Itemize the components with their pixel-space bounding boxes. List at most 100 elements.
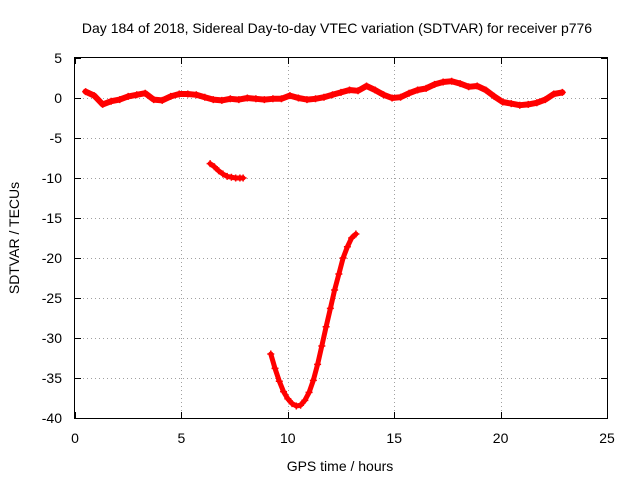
data-point: [90, 92, 98, 100]
data-point: [201, 93, 209, 101]
data-point: [482, 86, 490, 94]
data-point: [348, 234, 356, 242]
data-point: [380, 91, 388, 99]
data-point: [346, 86, 354, 94]
data-point: [305, 388, 313, 396]
y-tick-label: 5: [54, 50, 62, 66]
y-tick-label: -40: [42, 410, 62, 426]
data-point: [284, 395, 292, 403]
data-point: [516, 101, 524, 109]
data-point: [107, 97, 115, 105]
data-point: [363, 82, 371, 90]
data-point: [292, 402, 300, 410]
data-point: [286, 92, 294, 100]
data-point: [141, 89, 149, 97]
data-point: [335, 270, 343, 278]
data-point: [269, 95, 277, 103]
data-point: [218, 96, 226, 104]
data-point: [465, 83, 473, 91]
data-point: [397, 93, 405, 101]
data-point: [318, 342, 326, 350]
data-point: [288, 400, 296, 408]
series-trace: [82, 78, 566, 109]
x-tick-labels: 0 5 10 15 20 25: [71, 430, 615, 446]
data-point: [294, 94, 302, 102]
data-point: [533, 99, 541, 107]
y-tick-label: -10: [42, 170, 62, 186]
data-point: [328, 91, 336, 99]
data-point: [558, 88, 566, 96]
y-tick-label: -25: [42, 290, 62, 306]
data-point: [507, 100, 515, 108]
y-tick-label: -30: [42, 330, 62, 346]
data-point: [524, 100, 532, 108]
data-point: [243, 94, 251, 102]
data-point: [184, 90, 192, 98]
data-point: [354, 87, 362, 95]
data-point: [99, 100, 107, 108]
data-point: [133, 91, 141, 99]
data-point: [206, 160, 214, 168]
data-point: [301, 396, 309, 404]
data-point: [252, 95, 260, 103]
data-point: [260, 96, 268, 104]
data-point: [314, 360, 322, 368]
data-point: [331, 286, 339, 294]
data-point: [275, 377, 283, 385]
data-point: [277, 95, 285, 103]
data-point: [499, 98, 507, 106]
y-tick-label: -15: [42, 210, 62, 226]
x-tick-label: 15: [386, 430, 402, 446]
data-point: [422, 84, 430, 92]
data-point: [271, 364, 279, 372]
data-point: [339, 254, 347, 262]
data-point: [167, 92, 175, 100]
data-point: [280, 388, 288, 396]
x-tick-label: 10: [280, 430, 296, 446]
y-tick-label: -35: [42, 370, 62, 386]
data-point: [227, 173, 235, 181]
data-point: [297, 401, 305, 409]
series-arc-deep: [267, 230, 360, 410]
data-point: [448, 77, 456, 85]
data-point: [209, 96, 217, 104]
data-point: [215, 167, 223, 175]
data-point: [309, 376, 317, 384]
data-points: [82, 77, 566, 410]
data-point: [219, 170, 227, 178]
data-point: [158, 96, 166, 104]
data-point: [541, 96, 549, 104]
y-tick-label: -5: [50, 130, 63, 146]
data-point: [388, 94, 396, 102]
data-point: [223, 172, 231, 180]
data-point: [311, 95, 319, 103]
data-point: [326, 304, 334, 312]
data-point: [352, 230, 360, 238]
x-tick-label: 20: [493, 430, 509, 446]
data-point: [550, 90, 558, 98]
data-point: [192, 91, 200, 99]
x-axis-label: GPS time / hours: [287, 458, 394, 474]
data-point: [303, 96, 311, 104]
plot-frame: [74, 57, 608, 419]
data-point: [175, 90, 183, 98]
y-axis-label: SDTVAR / TECUs: [6, 182, 22, 294]
y-tick-label: -20: [42, 250, 62, 266]
data-point: [322, 323, 330, 331]
data-point: [226, 95, 234, 103]
data-point: [150, 96, 158, 104]
grid: [75, 58, 607, 418]
data-point: [414, 86, 422, 94]
data-point: [320, 93, 328, 101]
chart-title: Day 184 of 2018, Sidereal Day-to-day VTE…: [82, 20, 592, 36]
data-point: [371, 86, 379, 94]
data-point: [267, 350, 275, 358]
x-tick-label: 5: [178, 430, 186, 446]
series-main-band: [82, 77, 566, 109]
data-point: [235, 96, 243, 104]
y-tick-labels: 5 0 -5 -10 -15 -20 -25 -30 -35 -40: [42, 50, 62, 426]
data-point: [490, 92, 498, 100]
y-tick-label: 0: [54, 90, 62, 106]
data-point: [82, 88, 90, 96]
